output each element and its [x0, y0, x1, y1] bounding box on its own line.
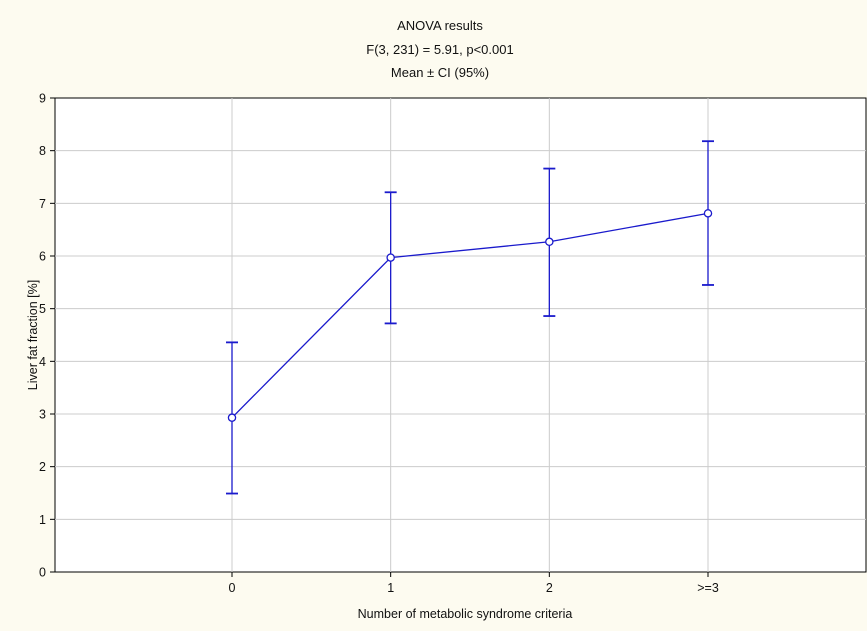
data-point [386, 253, 395, 262]
y-ticks: 0 1 2 3 4 5 6 7 8 9 [39, 92, 55, 580]
y-tick-label: 3 [39, 408, 46, 422]
y-tick-label: 2 [39, 460, 46, 474]
x-ticks: 0 1 2 >=3 [229, 572, 719, 595]
data-points [227, 209, 713, 422]
y-tick-label: 7 [39, 197, 46, 211]
y-tick-label: 4 [39, 355, 46, 369]
y-axis-label: Liver fat fraction [%] [26, 280, 40, 390]
chart-title-line-3: Mean ± CI (95%) [391, 65, 489, 80]
y-tick-label: 8 [39, 144, 46, 158]
y-tick-label: 1 [39, 513, 46, 527]
y-tick-label: 0 [39, 566, 46, 580]
x-tick-label: 2 [546, 581, 553, 595]
x-tick-label: 0 [229, 581, 236, 595]
plot-area [54, 97, 867, 573]
x-tick-label: >=3 [697, 581, 719, 595]
chart-title-line-2: F(3, 231) = 5.91, p<0.001 [366, 42, 513, 57]
data-point [545, 237, 554, 247]
x-tick-label: 1 [387, 581, 394, 595]
y-tick-label: 5 [39, 302, 46, 316]
data-point [703, 209, 713, 218]
data-point [227, 413, 237, 422]
y-tick-label: 9 [39, 92, 46, 106]
y-tick-label: 6 [39, 250, 46, 264]
series-line [231, 212, 709, 419]
x-axis-label: Number of metabolic syndrome criteria [358, 607, 573, 621]
chart-title-line-1: ANOVA results [397, 18, 483, 33]
